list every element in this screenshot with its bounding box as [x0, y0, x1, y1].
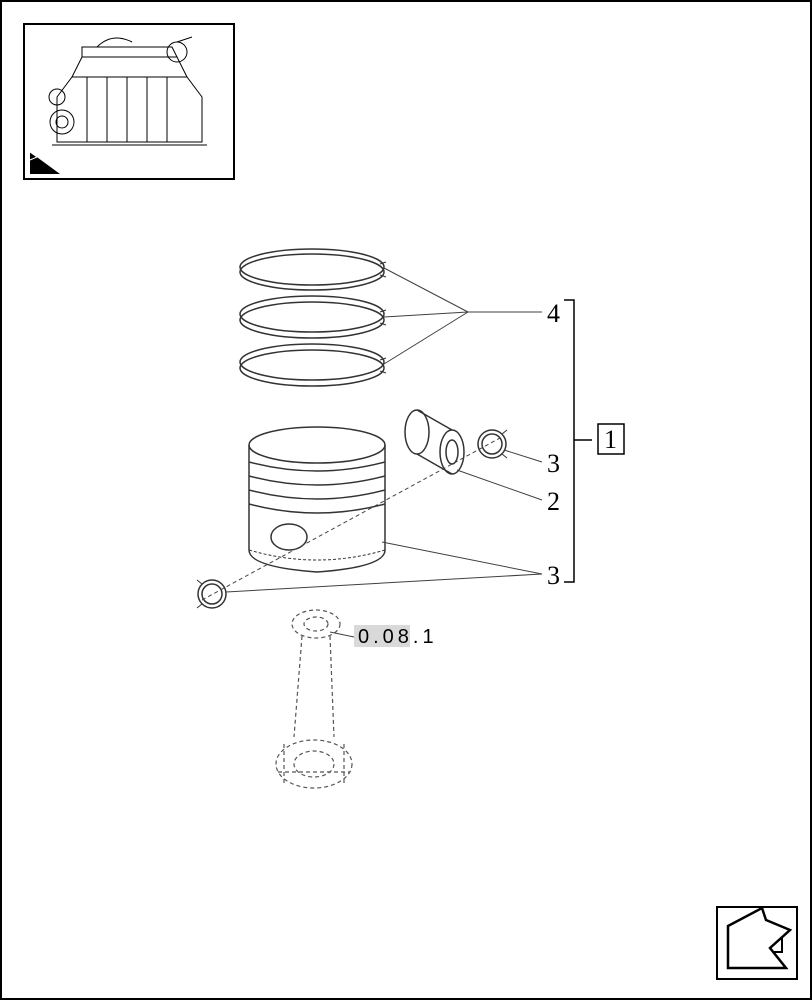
- assembly-bracket: [564, 300, 592, 582]
- piston-pin: [405, 410, 464, 474]
- nav-arrow[interactable]: [717, 907, 797, 979]
- ref-label: 0.08.1: [358, 626, 438, 648]
- connecting-rod: [276, 610, 352, 788]
- leaders-4: [384, 268, 542, 364]
- engine-thumbnail: [24, 24, 234, 179]
- callout-1: 1: [604, 425, 617, 454]
- callout-2: 2: [547, 487, 560, 516]
- diagram-page: 4 1 3 2 3 0.08.1: [0, 0, 812, 1000]
- callout-4: 4: [547, 299, 560, 328]
- piston-rings: [240, 249, 386, 386]
- parts-diagram-svg: 4 1 3 2 3 0.08.1: [2, 2, 810, 998]
- pin-axis-line: [202, 438, 500, 600]
- callout-3a: 3: [547, 449, 560, 478]
- leaders-3b: [226, 542, 542, 592]
- leader-3a: [504, 450, 542, 462]
- leader-ref: [330, 632, 354, 637]
- circlip-right: [478, 430, 507, 458]
- callout-3b: 3: [547, 561, 560, 590]
- leader-2: [457, 470, 542, 500]
- callout-1-group: 1: [598, 424, 624, 454]
- piston: [249, 427, 385, 572]
- circlip-left: [197, 580, 226, 608]
- ref-label-group: 0.08.1: [354, 625, 438, 648]
